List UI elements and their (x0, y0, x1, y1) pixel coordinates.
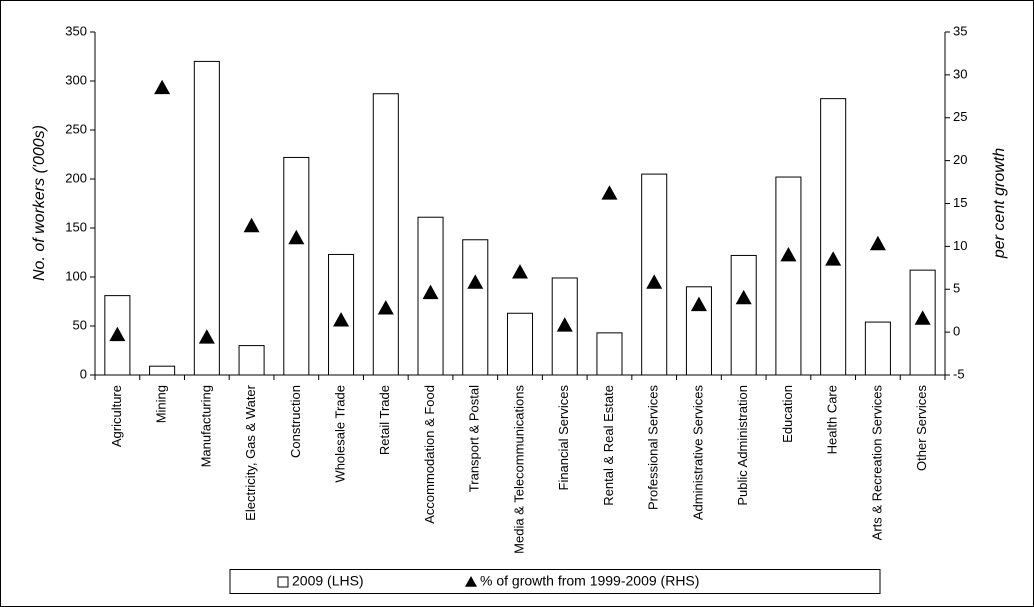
triangle-marker (288, 229, 305, 245)
triangle-marker (109, 326, 126, 342)
bar (864, 321, 891, 376)
x-tick-label: Manufacturing (198, 385, 213, 467)
triangle-marker (422, 284, 439, 300)
x-tick-label: Mining (154, 385, 169, 423)
triangle-marker (556, 317, 573, 332)
y2-tick-label: 30 (953, 66, 967, 81)
y-tick-label: 250 (65, 121, 87, 136)
triangle-marker (825, 251, 842, 266)
triangle-marker (735, 289, 752, 305)
x-tick-label: Education (780, 385, 795, 443)
bar (775, 176, 802, 376)
x-tick-label: Arts & Recreation Services (869, 385, 884, 541)
y2-tick-label: -5 (953, 366, 965, 381)
bar (462, 239, 489, 376)
triangle-marker (467, 274, 484, 289)
x-tick-label: Retail Trade (377, 385, 392, 455)
triangle-marker (646, 274, 663, 289)
legend (229, 569, 881, 594)
x-tick-label: Financial Services (556, 385, 571, 491)
y2-tick-label: 0 (953, 324, 960, 339)
bar (641, 173, 668, 376)
bar (283, 156, 310, 376)
y-axis-title: No. of workers ('000s) (31, 125, 48, 281)
bar (730, 254, 757, 376)
x-tick-label: Agriculture (109, 385, 124, 447)
x-tick-label: Public Administration (735, 385, 750, 506)
y2-tick-label: 5 (953, 281, 960, 296)
legend-swatch (277, 576, 289, 588)
bar (506, 312, 534, 376)
x-tick-label: Accommodation & Food (422, 385, 437, 524)
x-tick-label: Health Care (825, 385, 840, 454)
bar (238, 345, 265, 376)
triangle-marker (333, 312, 350, 327)
triangle-marker (377, 300, 394, 315)
x-tick-label: Electricity, Gas & Water (243, 384, 258, 520)
triangle-marker (512, 264, 528, 279)
x-tick-label: Rental & Real Estate (601, 385, 616, 506)
triangle-marker (914, 310, 931, 325)
legend-label: 2009 (LHS) (292, 573, 364, 589)
y2-tick-label: 20 (953, 152, 967, 167)
x-tick-label: Other Services (914, 385, 929, 471)
legend-swatch (465, 576, 477, 587)
x-tick-label: Wholesale Trade (332, 385, 347, 483)
bar (372, 93, 399, 376)
y-tick-label: 0 (80, 366, 87, 381)
x-tick-label: Construction (288, 385, 303, 458)
legend-label: % of growth from 1999-2009 (RHS) (480, 573, 699, 589)
triangle-marker (198, 329, 215, 344)
y-tick-label: 200 (65, 170, 87, 185)
triangle-marker (154, 79, 171, 95)
triangle-marker (243, 217, 260, 233)
y-tick-label: 350 (65, 23, 87, 38)
bar (193, 60, 220, 376)
y-tick-label: 50 (73, 317, 87, 332)
bar (596, 332, 623, 376)
bar (149, 365, 176, 376)
y2-tick-label: 15 (953, 195, 967, 210)
x-tick-label: Administrative Services (690, 385, 705, 521)
y2-tick-label: 35 (953, 23, 967, 38)
x-tick-label: Professional Services (646, 385, 661, 510)
triangle-marker (869, 235, 886, 251)
y2-tick-label: 10 (953, 238, 967, 253)
triangle-marker (780, 246, 797, 262)
bar (820, 98, 847, 376)
y2-tick-label: 25 (953, 109, 967, 124)
y-tick-label: 150 (65, 219, 87, 234)
y2-axis-title: per cent growth (991, 148, 1008, 259)
triangle-marker (601, 185, 618, 200)
x-tick-label: Media & Telecommunications (511, 385, 526, 554)
y-tick-label: 100 (65, 268, 87, 283)
y-tick-label: 300 (65, 72, 87, 87)
x-tick-label: Transport & Postal (467, 385, 482, 492)
triangle-marker (690, 296, 707, 312)
